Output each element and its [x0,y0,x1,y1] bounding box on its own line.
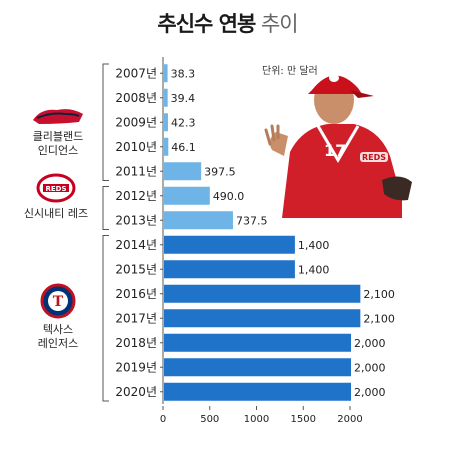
unit-label: 단위: 만 달러 [262,66,318,77]
x-tick-label: 1500 [291,414,316,425]
bar [164,186,210,205]
team-cleveland: 클리블랜드 인디언스 [8,104,108,158]
x-tick-label: 500 [200,414,219,425]
title-main: 추신수 연봉 [157,12,256,36]
bar-value-label: 39.4 [171,92,196,105]
bar [164,235,295,254]
category-label: 2020년 [115,385,157,399]
bar-value-label: 46.1 [171,141,196,154]
bar-value-label: 2,000 [354,361,386,374]
bar [164,162,202,181]
x-tick-label: 1000 [244,414,269,425]
category-label: 2018년 [115,336,157,350]
team-reds: REDS 신시내티 레즈 [6,173,106,221]
svg-text:T: T [53,294,64,310]
category-label: 2008년 [115,91,157,105]
category-label: 2014년 [115,238,157,252]
bar-value-label: 1,400 [298,239,330,252]
x-tick-label: 2000 [337,414,362,425]
bar-value-label: 2,000 [354,337,386,350]
bar-value-label: 42.3 [171,116,196,129]
category-label: 2007년 [115,66,157,80]
cleveland-indians-logo [33,109,83,124]
category-label: 2017년 [115,311,157,325]
bar-value-label: 397.5 [204,165,236,178]
category-label: 2012년 [115,189,157,203]
group-bracket [102,235,109,402]
svg-text:17: 17 [324,141,346,160]
bar [164,358,351,377]
bar [164,88,168,107]
bar-value-label: 737.5 [236,214,267,227]
bar-value-label: 38.3 [171,67,196,80]
cincinnati-reds-logo: REDS [36,173,76,203]
bar-value-label: 2,100 [363,288,395,301]
category-label: 2015년 [115,262,157,276]
bar-value-label: 490.0 [213,190,245,203]
team-rangers-line1: 텍사스 [42,323,74,336]
bar [164,211,233,230]
x-tick-label: 0 [160,414,166,425]
category-label: 2010년 [115,140,157,154]
chart-title: 추신수 연봉 추이 [0,8,455,38]
category-label: 2016년 [115,287,157,301]
bar [164,137,169,156]
texas-rangers-logo: T [40,283,76,319]
player-photo: REDS 17 [264,74,412,218]
team-rangers: T 텍사스 레인저스 [8,283,108,351]
bar-value-label: 2,000 [354,386,386,399]
category-label: 2019년 [115,360,157,374]
bar [164,113,168,132]
team-cleveland-line2: 인디언스 [37,144,79,157]
bar [164,260,295,279]
title-sub: 추이 [260,12,299,36]
team-rangers-line2: 레인저스 [37,337,79,350]
category-label: 2013년 [115,213,157,227]
group-bracket [102,63,109,181]
team-cleveland-line1: 클리블랜드 [32,130,84,143]
svg-text:REDS: REDS [362,153,386,162]
bar [164,382,351,401]
category-label: 2011년 [115,164,157,178]
bar [164,64,168,83]
svg-text:REDS: REDS [45,185,66,193]
team-reds-label: 신시내티 레즈 [23,207,89,220]
bar [164,309,361,328]
category-label: 2009년 [115,115,157,129]
bar-value-label: 1,400 [298,263,330,276]
group-bracket [102,186,109,230]
bar [164,333,351,352]
bar [164,284,361,303]
bar-value-label: 2,100 [363,312,395,325]
